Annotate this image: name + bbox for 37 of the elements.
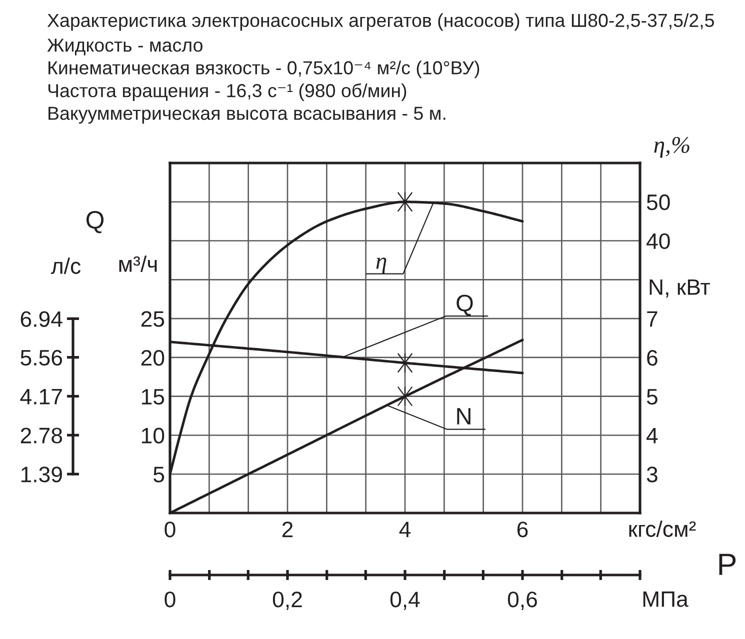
- y3-tick-label: 3: [646, 466, 658, 482]
- y-tick-label: 50: [646, 194, 670, 210]
- y2-tick-label: 6.94: [20, 311, 62, 327]
- chart-subtitle: Жидкость - масло Кинематическая вязкость - 0,75x10⁻⁴ м²/с (10°ВУ) Частота вращения - 16,3 с⁻¹ (980 об/мин) Вакуумметрическая высота всасывания - 5 м.: [47, 38, 480, 124]
- y3-tick-label: 4: [646, 428, 658, 444]
- x2-tick-label: 0,2: [272, 592, 302, 610]
- y-tick-label: 10: [142, 428, 164, 444]
- y2-tick-label: 1.39: [21, 466, 62, 482]
- x-tick-label: 2: [282, 522, 293, 538]
- x-tick-label: 0: [164, 522, 176, 538]
- y3-tick-label: 6: [647, 350, 658, 366]
- y-axis-title: η,%: [654, 136, 690, 158]
- x-tick-label: 4: [399, 522, 411, 538]
- y-tick-label: 15: [142, 389, 164, 405]
- x2-tick-label: 0,6: [508, 592, 537, 610]
- x2-axis-title: МПа: [643, 591, 688, 607]
- text: Q: [86, 211, 104, 234]
- y-tick-label: 5: [154, 466, 164, 482]
- y2-tick-label: 4.17: [20, 389, 62, 404]
- y-tick-label: 40: [646, 233, 670, 250]
- chart-title: Характеристика электронасосных агрегатов (насосов) типа Ш80-2,5-37,5/2,5: [47, 13, 714, 31]
- text: η: [376, 258, 386, 274]
- y2-tick-label: 5.56: [20, 350, 62, 366]
- y2-tick-label: 2.78: [20, 428, 62, 444]
- series-label: N: [457, 408, 470, 424]
- x-axis-title: кгс/см²: [629, 520, 696, 537]
- y-tick-label: 20: [141, 350, 164, 366]
- y3-axis-title: N, кВт: [650, 279, 710, 298]
- y2-axis-title: л/с: [50, 258, 81, 274]
- y-axis-title: м³/ч: [119, 256, 157, 272]
- x-tick-label: 6: [517, 522, 528, 538]
- x2-tick-label: 0,4: [390, 592, 420, 610]
- text: P: [719, 554, 736, 575]
- y3-tick-label: 7: [647, 311, 658, 327]
- y-tick-label: 25: [141, 311, 164, 327]
- x2-tick-label: 0: [164, 592, 176, 608]
- text: Q: [456, 294, 473, 316]
